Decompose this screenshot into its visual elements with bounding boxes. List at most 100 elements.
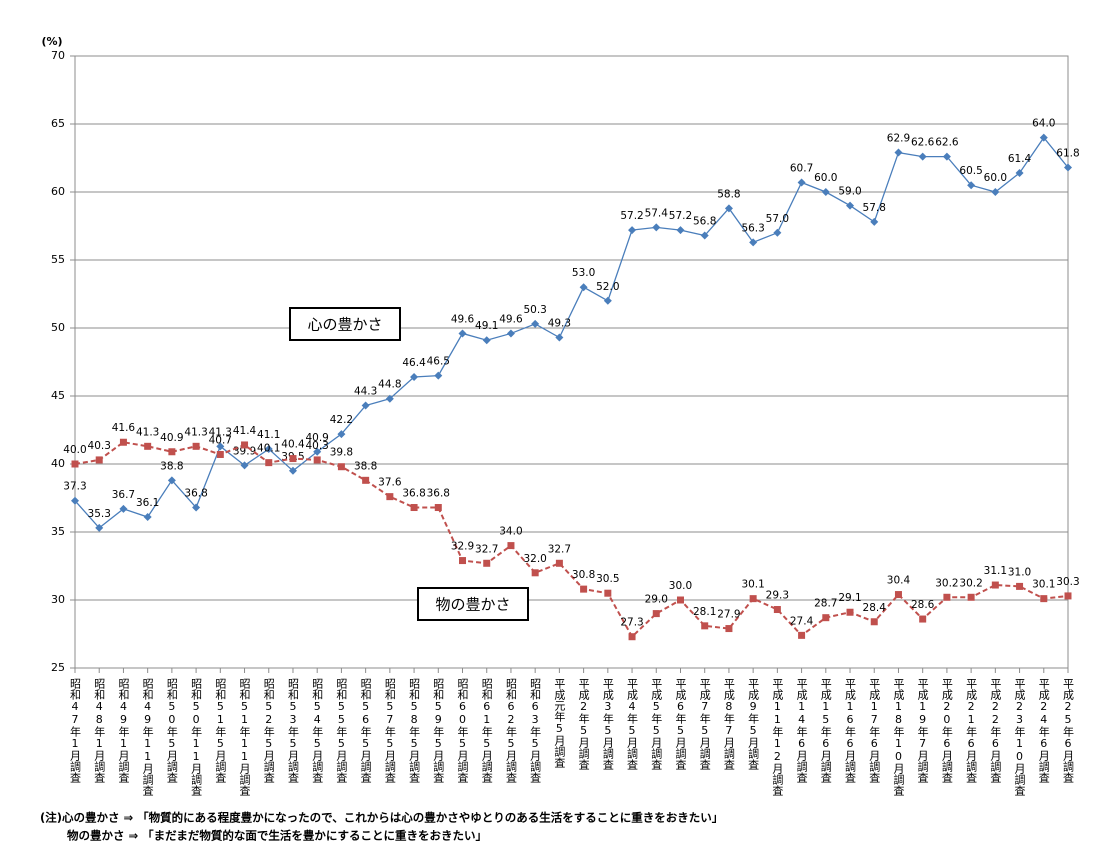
x-tick-label: 昭和49年11月調査 [141,678,154,796]
x-tick-label: 平成15年6月調査 [819,678,832,783]
marker [1015,168,1024,177]
y-tick-label: 60 [51,185,65,198]
series-line [74,441,1069,639]
data-label: 60.0 [984,172,1007,184]
marker [942,152,951,161]
data-label: 40.7 [209,434,232,446]
marker [458,329,467,338]
marker [241,441,249,449]
marker [192,503,201,512]
marker [216,442,225,451]
y-tick-label: 30 [51,593,65,606]
marker [1040,595,1048,603]
x-tick-label: 平成2年5月調査 [577,678,590,770]
marker [991,581,999,589]
series-label-box [289,307,401,341]
data-label: 30.8 [572,569,595,581]
marker [846,201,855,210]
data-label: 36.8 [427,488,450,500]
data-label: 27.4 [790,615,814,627]
series-label: 物の豊かさ [435,596,510,614]
data-label: 64.0 [1032,118,1055,130]
data-label: 60.5 [959,165,982,177]
marker [701,622,709,630]
marker [943,593,951,601]
data-label: 37.6 [378,477,402,489]
x-tick-label: 昭和62年5月調査 [504,678,517,783]
data-label: 27.3 [620,617,643,629]
data-label: 30.3 [1056,576,1079,588]
data-label: 49.3 [548,318,571,330]
data-label: 46.4 [402,357,426,369]
marker [361,401,370,410]
x-tick-label: 平成5年5月調査 [650,678,663,770]
marker [71,496,79,505]
marker [555,559,563,567]
marker [773,606,781,614]
marker [700,231,709,240]
data-label: 41.3 [136,426,159,438]
marker [604,589,612,597]
data-label: 38.8 [160,460,183,472]
data-label: 60.0 [814,172,837,184]
footnote: (注)心の豊かさ ⇒ 「物質的にある程度豊かになったので、これからは心の豊かさや… [40,811,723,825]
data-label: 57.2 [620,210,643,222]
x-tick-label: 平成8年7月調査 [722,678,735,770]
data-label: 27.9 [717,609,740,621]
data-label: 46.5 [427,356,450,368]
data-label: 30.2 [935,577,958,589]
marker [386,493,394,501]
marker [216,450,224,458]
data-label: 40.9 [305,432,328,444]
marker [918,152,927,161]
x-tick-label: 昭和52年5月調査 [262,678,275,783]
y-tick-label: 40 [51,457,65,470]
marker [1039,133,1048,142]
data-label: 40.1 [257,443,280,455]
x-tick-label: 平成20年6月調査 [940,678,953,783]
data-label: 62.9 [887,133,910,145]
data-label: 36.8 [402,488,425,500]
x-tick-label: 平成19年7月調査 [916,678,929,783]
data-label: 29.3 [766,590,789,602]
x-tick-label: 昭和49年1月調査 [117,678,130,783]
marker [531,319,540,328]
data-label: 41.6 [112,422,136,434]
data-label: 28.6 [911,599,935,611]
data-label: 39.8 [330,447,353,459]
x-tick-label: 昭和58年5月調査 [408,678,421,783]
x-tick-label: 昭和48年1月調査 [93,678,106,783]
marker [1016,582,1024,590]
data-label: 56.8 [693,216,716,228]
data-label: 61.8 [1056,148,1079,160]
marker [119,504,128,513]
marker [531,569,539,577]
plot-frame [74,55,1069,669]
marker [749,595,757,603]
x-tick-label: 昭和56年5月調査 [359,678,372,783]
data-label: 41.3 [184,426,207,438]
data-label: 52.0 [596,281,619,293]
marker [579,283,588,292]
marker [313,456,321,464]
data-label: 53.0 [572,267,595,279]
data-label: 41.3 [209,426,232,438]
marker [798,631,806,639]
marker [71,460,79,468]
x-tick-label: 平成3年5月調査 [601,678,614,770]
marker [143,513,152,522]
marker [652,610,660,618]
x-tick-label: 平成元年5月調査 [553,678,566,768]
data-label: 49.6 [499,313,523,325]
marker [288,466,297,475]
marker [337,430,346,439]
data-label: 37.3 [63,481,86,493]
data-label: 32.9 [451,541,474,553]
marker [240,461,249,470]
data-label: 49.6 [451,313,475,325]
x-tick-label: 昭和51年11月調査 [238,678,251,796]
data-label: 56.3 [741,222,764,234]
data-label: 32.7 [475,543,498,555]
data-label: 30.0 [669,580,692,592]
